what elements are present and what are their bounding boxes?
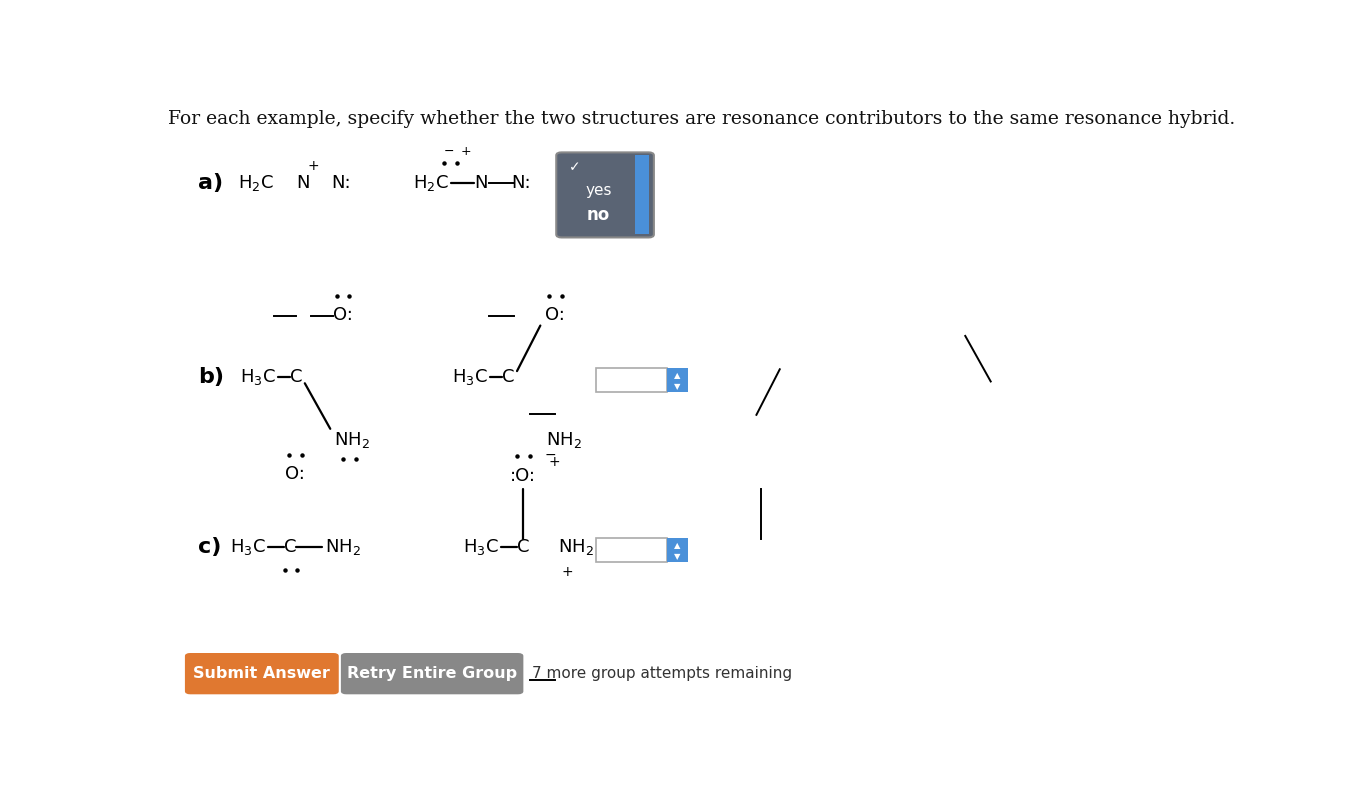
Text: O:: O: — [545, 305, 565, 323]
Text: $\mathregular{H_3C}$: $\mathregular{H_3C}$ — [240, 367, 277, 387]
Text: a): a) — [197, 173, 223, 193]
FancyBboxPatch shape — [667, 538, 687, 563]
Text: $\mathregular{NH_2}$: $\mathregular{NH_2}$ — [334, 430, 370, 450]
FancyBboxPatch shape — [635, 155, 649, 234]
Text: no: no — [587, 206, 611, 224]
Text: :O:: :O: — [511, 466, 537, 484]
Text: ▲: ▲ — [674, 371, 680, 380]
Text: N:: N: — [512, 174, 531, 192]
Text: C: C — [502, 368, 515, 386]
Text: $\mathregular{H_3C}$: $\mathregular{H_3C}$ — [452, 367, 489, 387]
Text: +: + — [561, 565, 572, 578]
Text: Submit Answer: Submit Answer — [193, 666, 330, 681]
FancyBboxPatch shape — [185, 653, 338, 694]
Text: −: − — [543, 448, 556, 462]
Text: ▲: ▲ — [674, 541, 680, 550]
Text: $\mathregular{NH_2}$: $\mathregular{NH_2}$ — [324, 537, 361, 557]
Text: b): b) — [197, 367, 223, 387]
Text: $\mathregular{H_2C}$: $\mathregular{H_2C}$ — [238, 173, 274, 193]
Text: Retry Entire Group: Retry Entire Group — [348, 666, 517, 681]
Text: ▼: ▼ — [674, 552, 680, 561]
FancyBboxPatch shape — [667, 368, 687, 392]
Text: ▼: ▼ — [674, 382, 680, 391]
Text: $\mathregular{H_2C}$: $\mathregular{H_2C}$ — [413, 173, 449, 193]
Text: $\mathregular{H_3C}$: $\mathregular{H_3C}$ — [463, 537, 498, 557]
Text: c): c) — [197, 537, 220, 557]
Text: −: − — [444, 144, 455, 158]
Text: O:: O: — [333, 305, 353, 323]
Text: O:: O: — [285, 466, 305, 484]
Text: C: C — [283, 538, 296, 556]
Text: N: N — [474, 174, 487, 192]
Text: $\mathregular{NH_2}$: $\mathregular{NH_2}$ — [559, 537, 594, 557]
Text: +: + — [308, 159, 319, 174]
Text: N:: N: — [331, 174, 350, 192]
Text: +: + — [461, 144, 471, 158]
Text: C: C — [290, 368, 303, 386]
FancyBboxPatch shape — [556, 152, 654, 237]
Text: 7 more group attempts remaining: 7 more group attempts remaining — [533, 666, 793, 681]
Text: +: + — [549, 455, 560, 469]
Text: For each example, specify whether the two structures are resonance contributors : For each example, specify whether the tw… — [168, 110, 1235, 128]
Text: N: N — [296, 174, 309, 192]
Text: yes: yes — [586, 183, 612, 198]
Text: C: C — [517, 538, 530, 556]
FancyBboxPatch shape — [596, 368, 667, 392]
Text: $\mathregular{NH_2}$: $\mathregular{NH_2}$ — [546, 430, 582, 450]
Text: ✓: ✓ — [570, 161, 580, 174]
Text: $\mathregular{H_3C}$: $\mathregular{H_3C}$ — [230, 537, 266, 557]
FancyBboxPatch shape — [596, 538, 667, 563]
FancyBboxPatch shape — [341, 653, 523, 694]
